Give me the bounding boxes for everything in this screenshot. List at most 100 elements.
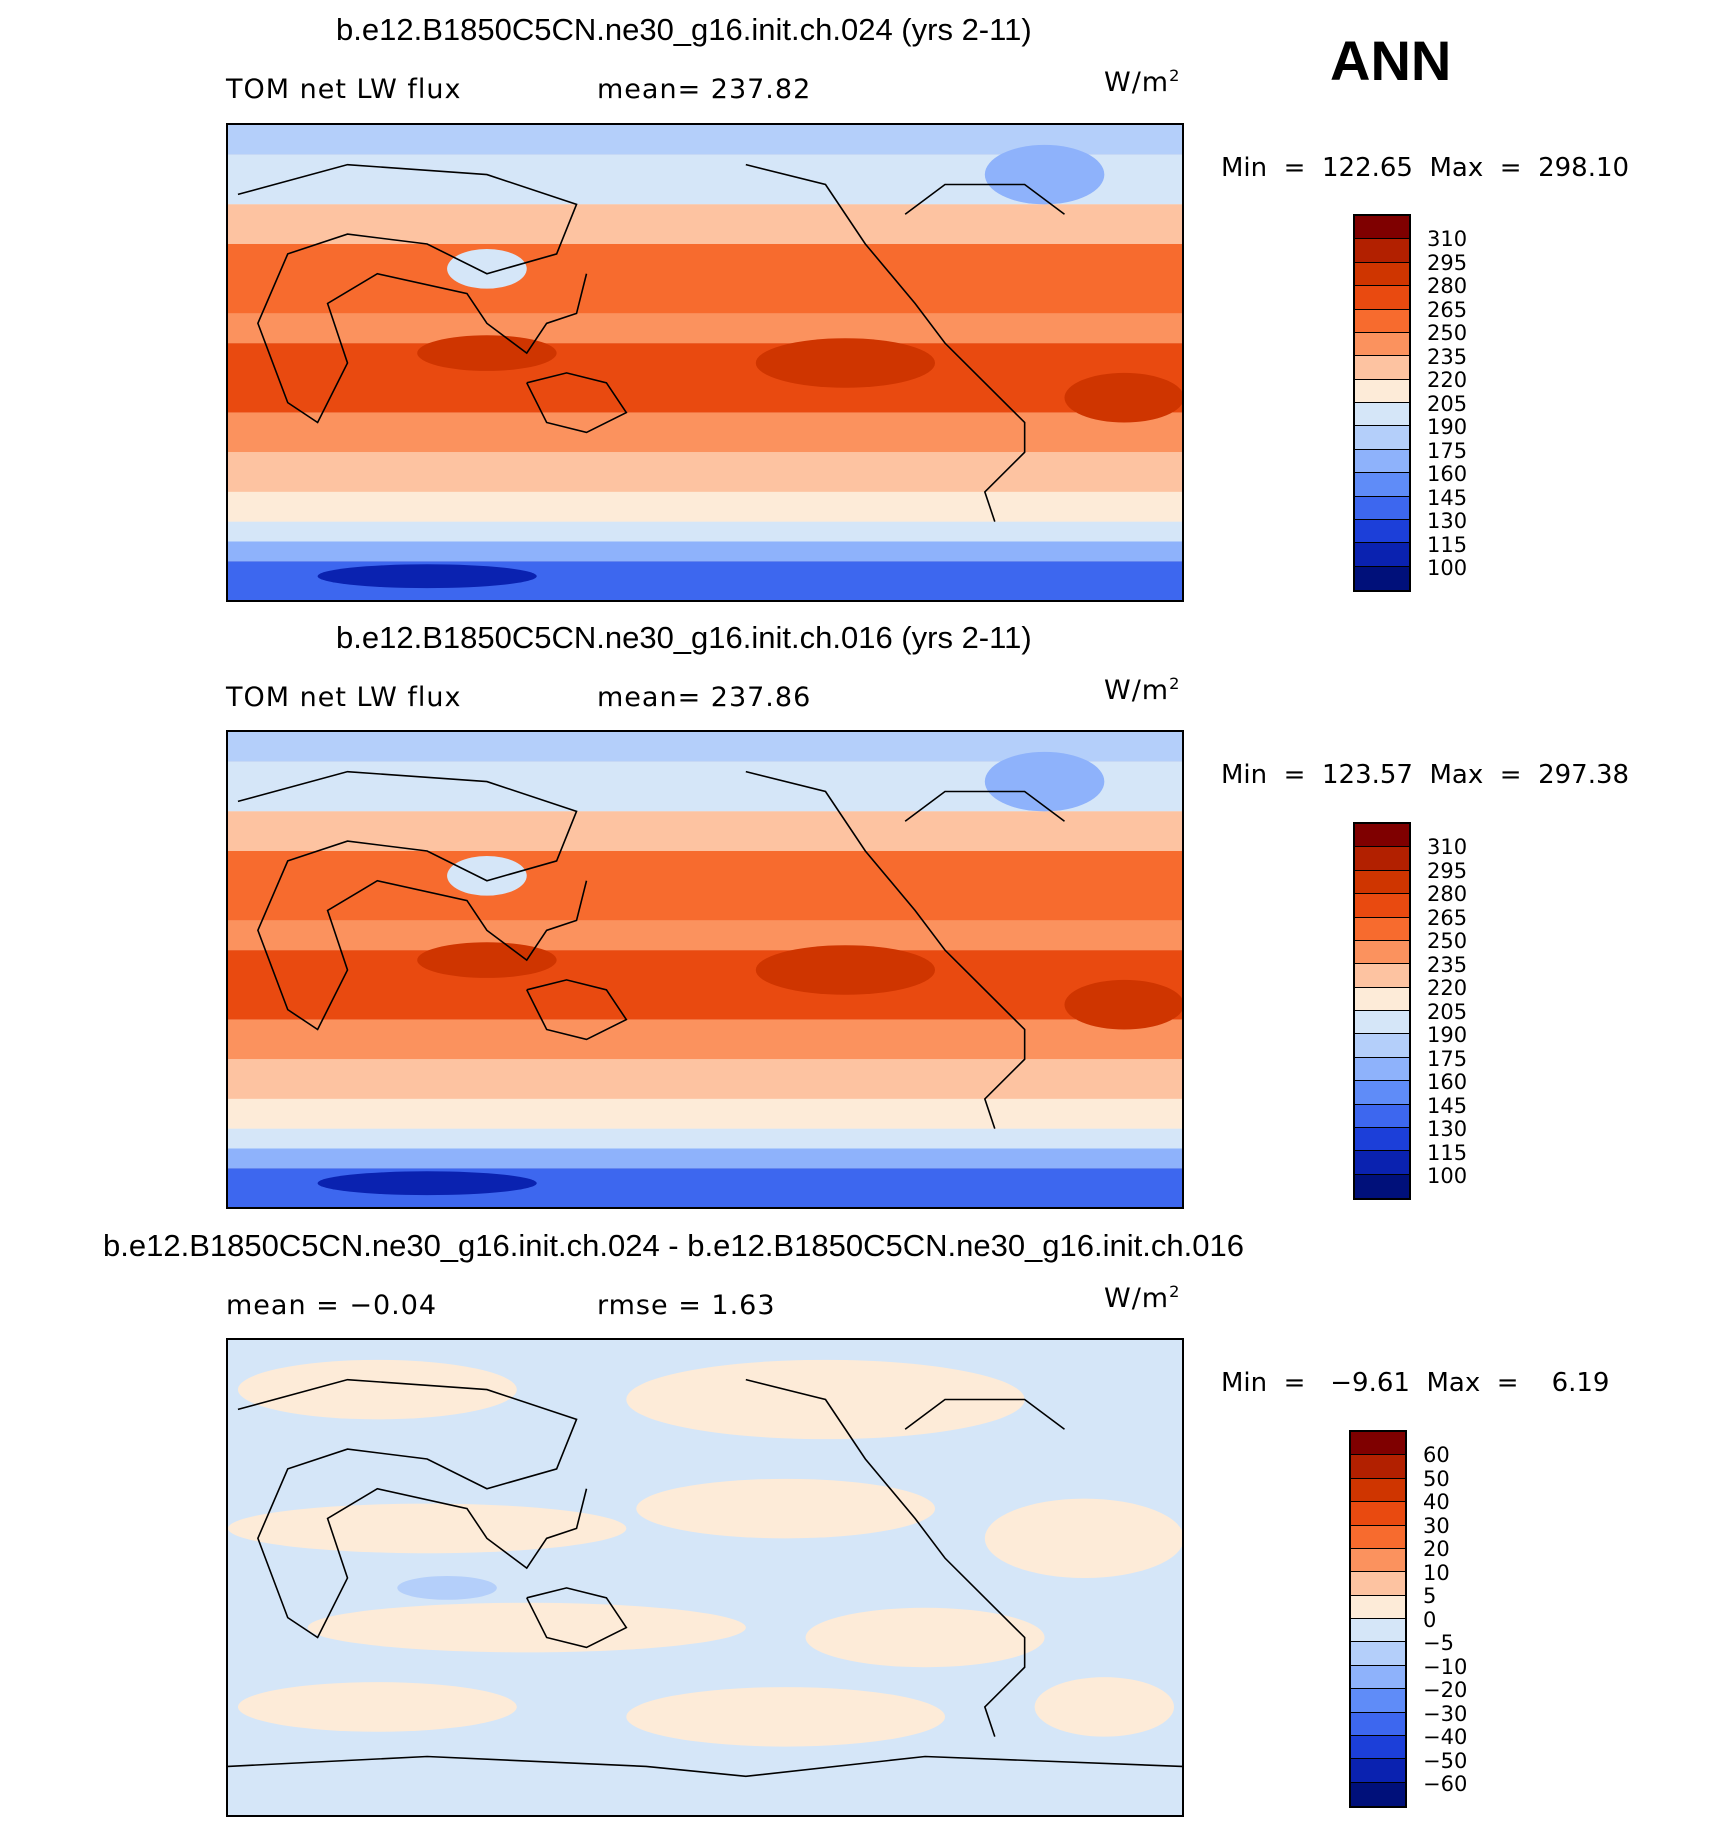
colorbar-label: −60 — [1423, 1772, 1468, 1796]
colorbar-label: −10 — [1423, 1654, 1468, 1679]
colorbar-swatch — [1355, 379, 1409, 403]
colorbar-label: 205 — [1427, 999, 1468, 1024]
colorbar-swatch — [1351, 1619, 1405, 1643]
panel-1-map — [226, 123, 1184, 602]
panel-3-units: W/m2 — [1104, 1282, 1181, 1314]
panel-2-map — [226, 730, 1184, 1209]
colorbar-swatch — [1351, 1735, 1405, 1760]
colorbar-swatch — [1355, 940, 1409, 965]
panel-3-colorbar — [1349, 1430, 1407, 1808]
colorbar-swatch — [1355, 1057, 1409, 1082]
colorbar-swatch — [1355, 1127, 1409, 1152]
colorbar-label: −30 — [1423, 1701, 1468, 1726]
season-label: ANN — [1330, 29, 1452, 92]
colorbar-label: 130 — [1427, 1117, 1468, 1141]
colorbar-swatch — [1355, 216, 1409, 240]
colorbar-swatch — [1355, 1174, 1409, 1198]
colorbar-swatch — [1355, 1011, 1409, 1035]
panel-2-units: W/m2 — [1104, 674, 1181, 706]
colorbar-label: 60 — [1423, 1443, 1450, 1467]
panel-2-colorbar — [1353, 822, 1411, 1200]
colorbar-label: 40 — [1423, 1490, 1450, 1514]
colorbar-swatch — [1351, 1432, 1405, 1456]
colorbar-label: −5 — [1423, 1631, 1454, 1655]
colorbar-label: 100 — [1427, 556, 1468, 580]
colorbar-label: 295 — [1427, 858, 1468, 883]
colorbar-swatch — [1351, 1642, 1405, 1666]
colorbar-swatch — [1355, 1034, 1409, 1058]
colorbar-label: 235 — [1427, 344, 1468, 369]
colorbar-swatch — [1355, 917, 1409, 941]
colorbar-label: 310 — [1427, 835, 1468, 859]
panel-1-min-max: Min = 122.65 Max = 298.10 — [1221, 153, 1630, 183]
panel-1-units: W/m2 — [1104, 66, 1181, 98]
colorbar-swatch — [1355, 286, 1409, 310]
colorbar-swatch — [1355, 403, 1409, 427]
panel-3-map — [226, 1338, 1184, 1817]
colorbar-label: 130 — [1427, 509, 1468, 533]
panel-2-colorbar-labels: 310 295 280 265 250 235 220 205 190 175 160 145 130 1… — [1427, 835, 1468, 1189]
colorbar-swatch — [1355, 449, 1409, 474]
colorbar-swatch — [1351, 1712, 1405, 1736]
colorbar-label: 280 — [1427, 882, 1468, 906]
colorbar-label: 190 — [1427, 1023, 1468, 1047]
panel-3-rmse-label: rmse = 1.63 — [597, 1290, 776, 1321]
panel-2-min-max: Min = 123.57 Max = 297.38 — [1221, 760, 1630, 790]
colorbar-swatch — [1351, 1595, 1405, 1619]
panel-2-title: b.e12.B1850C5CN.ne30_g16.init.ch.016 (yr… — [336, 620, 1032, 655]
colorbar-swatch — [1355, 894, 1409, 918]
colorbar-label: 160 — [1427, 462, 1468, 486]
colorbar-label: 145 — [1427, 1093, 1468, 1118]
colorbar-swatch — [1351, 1502, 1405, 1526]
colorbar-swatch — [1351, 1759, 1405, 1783]
colorbar-label: 115 — [1427, 532, 1468, 557]
colorbar-swatch — [1355, 262, 1409, 287]
colorbar-label: 265 — [1427, 297, 1468, 322]
colorbar-swatch — [1355, 239, 1409, 263]
colorbar-swatch — [1355, 519, 1409, 544]
colorbar-swatch — [1351, 1689, 1405, 1713]
colorbar-swatch — [1355, 332, 1409, 357]
panel-1-mean-label: mean= 237.82 — [597, 74, 812, 105]
colorbar-label: 265 — [1427, 905, 1468, 930]
colorbar-swatch — [1355, 987, 1409, 1011]
colorbar-swatch — [1355, 824, 1409, 848]
colorbar-label: 280 — [1427, 274, 1468, 298]
colorbar-swatch — [1355, 309, 1409, 333]
colorbar-label: −50 — [1423, 1748, 1468, 1773]
colorbar-swatch — [1355, 847, 1409, 871]
colorbar-label: 30 — [1423, 1513, 1450, 1538]
colorbar-label: 115 — [1427, 1140, 1468, 1165]
colorbar-swatch — [1351, 1782, 1405, 1806]
panel-1-variable-label: TOM net LW flux — [226, 74, 462, 105]
panel-1-title: b.e12.B1850C5CN.ne30_g16.init.ch.024 (yr… — [336, 12, 1032, 47]
colorbar-swatch — [1355, 543, 1409, 567]
colorbar-label: 5 — [1423, 1584, 1437, 1608]
colorbar-label: 220 — [1427, 368, 1468, 392]
colorbar-label: 20 — [1423, 1537, 1450, 1561]
colorbar-swatch — [1351, 1548, 1405, 1573]
panel-3-min-max: Min = −9.61 Max = 6.19 — [1221, 1368, 1610, 1398]
colorbar-label: 220 — [1427, 976, 1468, 1000]
colorbar-label: 175 — [1427, 438, 1468, 463]
panel-3-mean-label: mean = −0.04 — [226, 1290, 438, 1321]
colorbar-label: 310 — [1427, 227, 1468, 251]
panel-1-colorbar — [1353, 214, 1411, 592]
colorbar-swatch — [1355, 473, 1409, 497]
colorbar-swatch — [1355, 1151, 1409, 1175]
colorbar-swatch — [1351, 1455, 1405, 1479]
colorbar-label: 145 — [1427, 485, 1468, 510]
colorbar-swatch — [1351, 1572, 1405, 1596]
colorbar-label: 235 — [1427, 952, 1468, 977]
colorbar-label: 10 — [1423, 1560, 1450, 1585]
colorbar-swatch — [1355, 964, 1409, 988]
colorbar-swatch — [1355, 496, 1409, 520]
colorbar-label: 50 — [1423, 1466, 1450, 1491]
colorbar-swatch — [1355, 870, 1409, 895]
colorbar-swatch — [1355, 566, 1409, 590]
colorbar-label: 250 — [1427, 321, 1468, 345]
panel-3-colorbar-labels: 60 50 40 30 20 10 5 0 −5 −10 −20 −30 −40 −50 −60 — [1423, 1443, 1468, 1797]
colorbar-swatch — [1355, 1081, 1409, 1105]
panel-2-variable-label: TOM net LW flux — [226, 682, 462, 713]
panel-3-title: b.e12.B1850C5CN.ne30_g16.init.ch.024 - b… — [103, 1228, 1244, 1263]
